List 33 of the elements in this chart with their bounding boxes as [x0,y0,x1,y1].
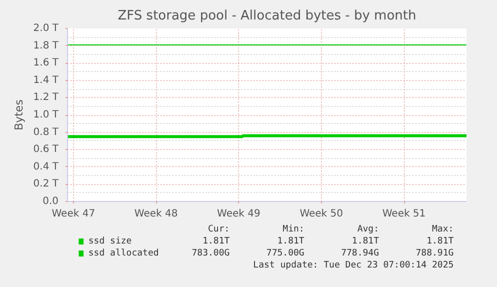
x-tick-label: Week 49 [217,208,260,220]
x-tick-label: Week 47 [52,208,96,220]
y-tick-label: 0.8 T [33,126,60,138]
y-tick-label: 1.8 T [33,40,60,52]
text: Avg: [357,224,380,234]
y-tick-label: 2.0 T [33,23,60,34]
text: 788.91G [416,248,454,258]
chart-title: ZFS storage pool - Allocated bytes - by month [118,8,416,24]
x-tick-label: Week 50 [300,208,344,220]
legend-label: ssd allocated [88,248,159,258]
y-tick-label: 1.0 T [33,110,60,120]
text: Min: [282,224,304,234]
text: Max: [432,224,454,234]
text: Last update: Tue Dec 23 07:00:14 2025 [253,260,454,270]
x-tick-label: Week 48 [134,208,178,220]
text: Cur: [208,224,230,234]
text: 1.81T [352,236,380,246]
y-tick-label: 1.2 T [33,92,60,104]
y-tick-label: 1.6 T [33,58,60,69]
y-tick-label: 0.4 T [33,161,60,172]
text: 1.81T [426,236,454,246]
text: 1.81T [277,236,305,246]
legend-label: ssd size [88,236,132,246]
text: 783.00G [192,248,230,258]
y-tick-label: 0.2 T [33,178,60,190]
x-tick-label: Week 51 [382,208,426,220]
text: 1.81T [202,236,230,246]
y-axis-title: Bytes [12,99,26,130]
y-tick-label: 1.4 T [33,74,60,86]
y-tick-label: 0.0 [42,196,59,207]
y-tick-label: 0.6 T [33,144,60,156]
text: 778.94G [341,248,379,258]
text: 775.00G [266,248,304,258]
